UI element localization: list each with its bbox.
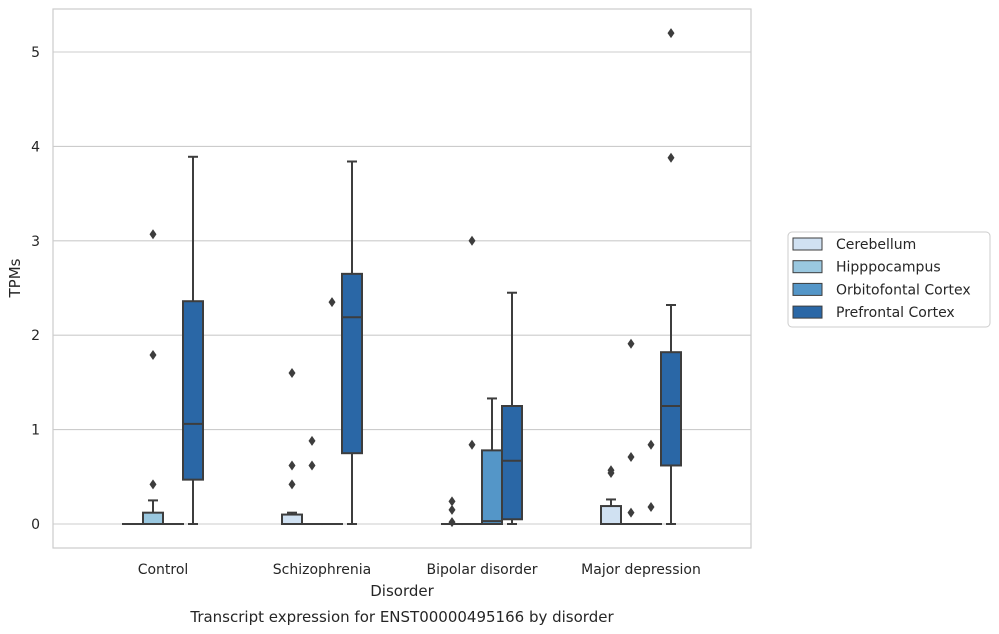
legend-label: Orbitofontal Cortex bbox=[836, 282, 971, 298]
outlier-point bbox=[149, 350, 157, 361]
legend-swatch bbox=[792, 237, 823, 251]
y-tick-label: 3 bbox=[31, 234, 40, 250]
box-body bbox=[142, 511, 164, 525]
box-orbitofontal-cortex-1 bbox=[321, 297, 343, 526]
y-tick-label: 0 bbox=[31, 517, 40, 533]
x-tick-label: Bipolar disorder bbox=[426, 562, 537, 578]
outlier-point bbox=[308, 460, 316, 471]
legend-label: Cerebellum bbox=[836, 237, 916, 253]
outlier-point bbox=[149, 229, 157, 240]
y-axis-label: TPMs bbox=[6, 258, 24, 298]
outlier-point bbox=[288, 367, 296, 378]
box-body bbox=[600, 505, 622, 525]
outlier-point bbox=[667, 152, 675, 163]
x-tick-label: Major depression bbox=[581, 562, 701, 578]
outlier-point bbox=[647, 439, 655, 450]
box-body bbox=[281, 513, 303, 525]
box-orbitofontal-cortex-2 bbox=[481, 397, 503, 526]
x-axis-label: Disorder bbox=[370, 582, 434, 600]
outlier-point bbox=[448, 504, 456, 515]
box-series bbox=[122, 28, 682, 528]
y-tick-label: 1 bbox=[31, 423, 40, 439]
y-tick-label: 2 bbox=[31, 328, 40, 344]
outlier-point bbox=[627, 507, 635, 518]
outlier-point bbox=[448, 517, 456, 528]
outlier-point bbox=[627, 451, 635, 462]
outlier-point bbox=[149, 479, 157, 490]
outlier-point bbox=[288, 479, 296, 490]
chart-title: Transcript expression for ENST0000049516… bbox=[189, 608, 614, 626]
plot-frame bbox=[52, 8, 752, 549]
x-tick-label: Control bbox=[138, 562, 189, 578]
box-hipppocampus-1 bbox=[301, 435, 323, 526]
box-body bbox=[481, 449, 503, 526]
x-tick-label: Schizophrenia bbox=[273, 562, 371, 578]
outlier-point bbox=[607, 465, 615, 476]
box-orbitofontal-cortex-3 bbox=[640, 439, 662, 526]
x-tick-labels: Control Schizophrenia Bipolar disorder Majo… bbox=[138, 562, 701, 578]
legend: Cerebellum Hipppocampus Orbitofontal Corte… bbox=[787, 231, 991, 328]
plot-background bbox=[53, 9, 751, 548]
box-hipppocampus-0 bbox=[142, 229, 164, 525]
box-prefrontal-cortex-3 bbox=[660, 28, 682, 525]
box-body bbox=[341, 272, 363, 455]
outlier-point bbox=[627, 338, 635, 349]
legend-swatch bbox=[792, 305, 823, 319]
box-cerebellum-2 bbox=[441, 496, 463, 528]
outlier-point bbox=[468, 439, 476, 450]
outlier-point bbox=[448, 496, 456, 507]
outlier-point bbox=[308, 435, 316, 446]
y-tick-label: 5 bbox=[31, 45, 40, 61]
legend-swatch bbox=[792, 260, 823, 274]
y-tick-labels: 0 1 2 3 4 5 bbox=[31, 45, 40, 533]
box-prefrontal-cortex-2 bbox=[501, 291, 523, 525]
box-cerebellum-1 bbox=[281, 367, 303, 525]
box-prefrontal-cortex-1 bbox=[341, 160, 363, 525]
outlier-point bbox=[468, 235, 476, 246]
outlier-point bbox=[288, 460, 296, 471]
box-body bbox=[182, 300, 204, 481]
box-body bbox=[501, 405, 523, 521]
box-cerebellum-3 bbox=[600, 465, 622, 525]
box-body bbox=[660, 351, 682, 467]
outlier-point bbox=[667, 28, 675, 39]
legend-label: Prefrontal Cortex bbox=[836, 305, 955, 321]
box-hipppocampus-2 bbox=[461, 235, 483, 526]
outlier-point bbox=[328, 297, 336, 308]
legend-frame bbox=[787, 231, 991, 328]
legend-label: Hipppocampus bbox=[836, 260, 941, 276]
outlier-point bbox=[647, 502, 655, 513]
legend-swatch bbox=[792, 282, 823, 296]
box-prefrontal-cortex-0 bbox=[182, 155, 204, 525]
y-tick-label: 4 bbox=[31, 139, 40, 155]
